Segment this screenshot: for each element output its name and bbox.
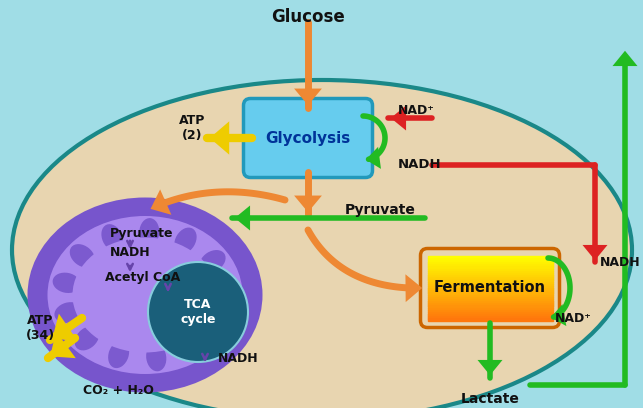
Bar [428,305,552,308]
Bar [428,268,552,271]
Text: NADH: NADH [110,246,150,259]
Bar [428,266,552,269]
Text: Glucose: Glucose [271,8,345,26]
Bar [428,316,552,319]
Bar [428,282,552,284]
Text: TCA
cycle: TCA cycle [180,298,216,326]
Ellipse shape [199,250,226,273]
Ellipse shape [146,344,167,371]
Bar [428,262,552,265]
Ellipse shape [55,302,82,323]
Bar [428,288,552,290]
Bar [428,297,552,299]
Ellipse shape [211,285,239,305]
Text: ATP
(34): ATP (34) [26,314,55,342]
Ellipse shape [75,326,99,350]
Bar [428,295,552,297]
Bar [428,275,552,278]
Bar [428,314,552,317]
Ellipse shape [102,224,123,251]
Bar [428,271,552,273]
Ellipse shape [211,279,239,299]
FancyBboxPatch shape [244,98,372,177]
Bar [428,277,552,280]
Bar [428,301,552,304]
Bar [428,284,552,286]
Text: Glycolysis: Glycolysis [266,131,350,146]
Bar [428,255,552,258]
Text: Fermentation: Fermentation [434,281,546,295]
Text: NAD⁺: NAD⁺ [555,311,592,324]
Bar [428,279,552,282]
Ellipse shape [53,273,80,293]
Text: Acetyl CoA: Acetyl CoA [105,271,180,284]
Bar [428,286,552,288]
Circle shape [148,262,248,362]
Ellipse shape [180,334,203,359]
Text: Pyruvate: Pyruvate [110,226,174,239]
Ellipse shape [73,237,217,353]
Bar [428,290,552,293]
Bar [428,303,552,306]
Ellipse shape [28,197,262,392]
Ellipse shape [12,80,632,408]
Bar [428,299,552,302]
Ellipse shape [140,218,159,246]
Bar [428,260,552,262]
Text: ATP
(2): ATP (2) [179,114,205,142]
Bar [428,273,552,275]
Bar [428,310,552,313]
Ellipse shape [69,244,95,268]
Text: NADH: NADH [398,158,442,171]
Text: NADH: NADH [218,352,258,364]
Ellipse shape [108,341,129,368]
Bar [428,264,552,267]
Bar [428,308,552,310]
Text: Lactate: Lactate [460,392,520,406]
Text: NAD⁺: NAD⁺ [398,104,435,117]
Bar [428,318,552,321]
Text: NADH: NADH [600,255,640,268]
Text: CO₂ + H₂O: CO₂ + H₂O [82,384,154,397]
Text: Pyruvate: Pyruvate [345,203,415,217]
Bar [428,293,552,295]
Ellipse shape [174,228,197,254]
Bar [428,258,552,260]
Ellipse shape [203,313,230,335]
Bar [428,312,552,315]
Ellipse shape [48,216,242,374]
